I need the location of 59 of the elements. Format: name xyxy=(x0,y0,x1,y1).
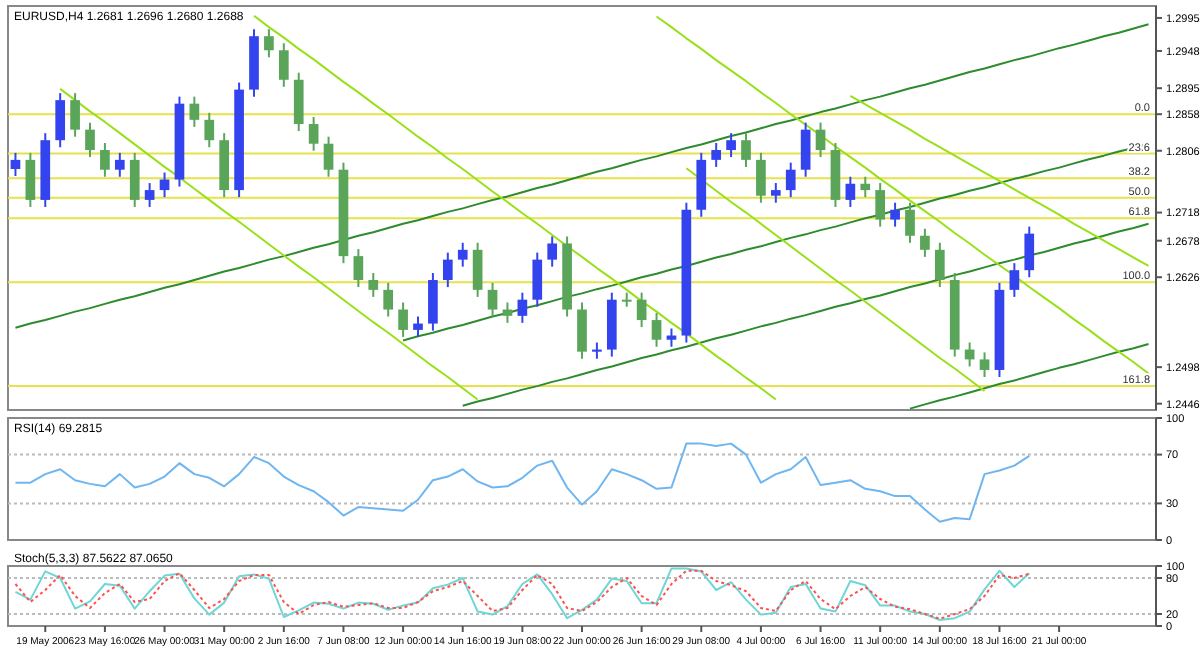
candlestick xyxy=(800,121,811,178)
candlestick xyxy=(293,71,304,133)
line-series xyxy=(849,94,1150,267)
candlestick xyxy=(785,161,796,199)
candlestick xyxy=(278,42,289,88)
candlestick xyxy=(353,248,364,289)
candlestick xyxy=(905,201,915,244)
candlestick xyxy=(711,142,722,168)
candlestick xyxy=(741,132,751,168)
candlestick xyxy=(934,241,945,289)
candlestick xyxy=(413,315,423,338)
candlestick xyxy=(517,291,528,324)
candlestick xyxy=(487,281,498,318)
candlestick xyxy=(472,241,483,298)
candlestick xyxy=(368,271,379,298)
candlestick xyxy=(129,151,140,208)
line-series xyxy=(14,23,1150,329)
candlestick xyxy=(114,151,125,178)
candlestick xyxy=(323,135,334,178)
candlestick xyxy=(457,241,468,268)
candlestick xyxy=(979,351,990,378)
candlestick xyxy=(55,92,66,149)
candlestick xyxy=(398,301,408,338)
candlestick xyxy=(875,182,886,228)
candlestick xyxy=(70,92,80,138)
candlestick xyxy=(756,151,766,204)
line-series xyxy=(59,87,479,401)
line-series xyxy=(461,222,1150,407)
candlestick xyxy=(636,291,647,329)
line-series xyxy=(655,15,1150,375)
candlestick xyxy=(920,227,930,258)
candlestick xyxy=(308,116,319,152)
candlestick xyxy=(532,251,543,308)
candlestick xyxy=(1024,225,1035,279)
candlestick xyxy=(547,235,558,268)
candlestick xyxy=(85,121,95,159)
candlestick xyxy=(890,201,900,228)
candlestick xyxy=(144,182,155,208)
candlestick xyxy=(815,121,826,159)
candlestick xyxy=(726,132,736,159)
candlestick xyxy=(428,271,438,332)
line-series xyxy=(253,14,777,401)
candlestick xyxy=(860,175,871,199)
candlestick xyxy=(770,182,781,204)
candlestick xyxy=(25,151,36,208)
candlestick xyxy=(651,312,662,348)
candlestick xyxy=(383,281,394,318)
candlestick xyxy=(845,175,856,208)
candlestick xyxy=(442,251,453,289)
candlestick xyxy=(100,142,110,178)
candlestick xyxy=(204,111,215,149)
candlestick xyxy=(1009,262,1020,298)
candlestick xyxy=(264,28,274,59)
line-series xyxy=(685,167,986,393)
candlestick xyxy=(10,151,21,178)
line-series xyxy=(909,342,1150,410)
line-series xyxy=(14,442,1031,523)
candlestick xyxy=(577,301,587,360)
candlestick xyxy=(189,95,200,128)
